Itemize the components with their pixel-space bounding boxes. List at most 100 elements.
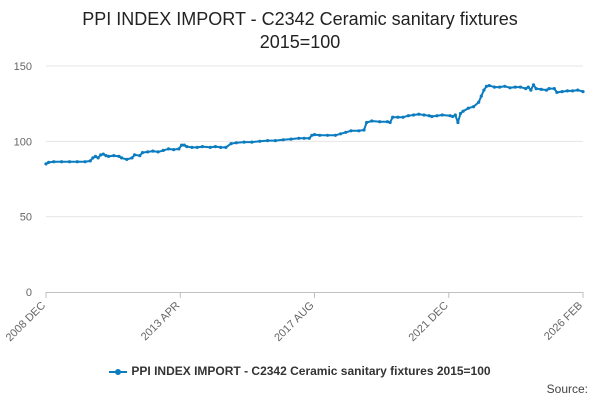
data-point[interactable] bbox=[307, 136, 311, 140]
data-point[interactable] bbox=[458, 111, 463, 116]
data-point[interactable] bbox=[565, 89, 570, 93]
data-point[interactable] bbox=[302, 136, 306, 140]
data-point[interactable] bbox=[250, 140, 254, 144]
data-point[interactable] bbox=[552, 87, 556, 91]
data-point[interactable] bbox=[219, 145, 223, 149]
data-point[interactable] bbox=[258, 139, 262, 143]
data-point[interactable] bbox=[75, 160, 79, 164]
data-point[interactable] bbox=[312, 133, 317, 137]
data-point[interactable] bbox=[333, 133, 337, 137]
data-point[interactable] bbox=[435, 114, 439, 118]
data-point[interactable] bbox=[555, 90, 559, 94]
data-point[interactable] bbox=[370, 119, 374, 123]
data-point[interactable] bbox=[125, 157, 129, 161]
data-point[interactable] bbox=[524, 87, 528, 91]
data-point[interactable] bbox=[224, 145, 228, 149]
data-point[interactable] bbox=[357, 129, 361, 133]
data-point[interactable] bbox=[213, 145, 217, 149]
data-point[interactable] bbox=[242, 140, 246, 144]
data-point[interactable] bbox=[289, 137, 293, 141]
data-point[interactable] bbox=[88, 159, 92, 163]
data-point[interactable] bbox=[576, 88, 580, 92]
data-point[interactable] bbox=[529, 88, 533, 92]
data-point[interactable] bbox=[133, 153, 137, 157]
data-point[interactable] bbox=[508, 86, 512, 90]
data-point[interactable] bbox=[200, 145, 204, 149]
data-point[interactable] bbox=[130, 156, 134, 160]
data-point[interactable] bbox=[526, 85, 530, 89]
data-point[interactable] bbox=[140, 151, 145, 155]
data-point[interactable] bbox=[185, 145, 189, 149]
data-point[interactable] bbox=[91, 156, 95, 160]
data-point[interactable] bbox=[503, 84, 507, 88]
data-point[interactable] bbox=[388, 120, 392, 125]
data-point[interactable] bbox=[544, 88, 549, 92]
data-point[interactable] bbox=[471, 105, 476, 109]
data-point[interactable] bbox=[453, 113, 457, 117]
data-point[interactable] bbox=[412, 113, 416, 117]
data-point[interactable] bbox=[99, 153, 103, 157]
data-point[interactable] bbox=[362, 128, 366, 132]
data-point[interactable] bbox=[581, 90, 585, 94]
data-point[interactable] bbox=[344, 130, 348, 134]
data-point[interactable] bbox=[378, 120, 382, 124]
data-point[interactable] bbox=[195, 145, 199, 149]
data-point[interactable] bbox=[318, 133, 322, 137]
data-point[interactable] bbox=[440, 113, 444, 117]
data-point[interactable] bbox=[151, 149, 155, 153]
data-point[interactable] bbox=[461, 109, 465, 113]
data-point[interactable] bbox=[391, 115, 395, 119]
data-point[interactable] bbox=[44, 162, 48, 166]
data-point[interactable] bbox=[479, 94, 483, 98]
data-point[interactable] bbox=[146, 150, 150, 154]
data-point[interactable] bbox=[427, 114, 431, 118]
data-point[interactable] bbox=[482, 88, 486, 92]
data-point[interactable] bbox=[208, 145, 212, 149]
data-point[interactable] bbox=[451, 114, 455, 119]
data-point[interactable] bbox=[47, 160, 51, 164]
data-point[interactable] bbox=[534, 87, 538, 91]
data-point[interactable] bbox=[166, 147, 171, 151]
data-point[interactable] bbox=[325, 133, 330, 137]
data-point[interactable] bbox=[117, 154, 121, 158]
data-point[interactable] bbox=[190, 145, 194, 149]
data-point[interactable] bbox=[513, 85, 517, 89]
data-point[interactable] bbox=[417, 112, 421, 116]
data-point[interactable] bbox=[406, 114, 410, 118]
data-point[interactable] bbox=[349, 129, 353, 133]
data-point[interactable] bbox=[112, 154, 116, 158]
data-point[interactable] bbox=[518, 85, 523, 89]
data-point[interactable] bbox=[396, 115, 400, 119]
data-point[interactable] bbox=[422, 113, 426, 117]
data-point[interactable] bbox=[477, 100, 481, 104]
data-point[interactable] bbox=[182, 143, 186, 147]
data-point[interactable] bbox=[456, 120, 460, 125]
data-point[interactable] bbox=[107, 154, 111, 158]
data-point[interactable] bbox=[339, 132, 343, 136]
data-point[interactable] bbox=[52, 160, 56, 164]
data-point[interactable] bbox=[498, 85, 502, 89]
data-point[interactable] bbox=[492, 85, 496, 89]
data-point[interactable] bbox=[83, 160, 87, 164]
data-point[interactable] bbox=[571, 89, 575, 93]
data-point[interactable] bbox=[161, 148, 165, 152]
data-point[interactable] bbox=[365, 120, 369, 125]
data-point[interactable] bbox=[297, 136, 301, 140]
data-point[interactable] bbox=[104, 154, 108, 158]
data-point[interactable] bbox=[539, 87, 543, 91]
data-point[interactable] bbox=[156, 150, 160, 154]
data-point[interactable] bbox=[531, 83, 536, 87]
data-point[interactable] bbox=[234, 141, 238, 145]
data-point[interactable] bbox=[273, 139, 277, 143]
data-point[interactable] bbox=[466, 106, 470, 110]
data-point[interactable] bbox=[229, 142, 233, 146]
data-point[interactable] bbox=[96, 156, 100, 160]
data-point[interactable] bbox=[448, 114, 452, 118]
data-point[interactable] bbox=[484, 84, 489, 88]
data-point[interactable] bbox=[310, 133, 314, 137]
data-point[interactable] bbox=[67, 160, 72, 164]
data-point[interactable] bbox=[177, 147, 181, 151]
data-point[interactable] bbox=[138, 154, 142, 158]
data-point[interactable] bbox=[401, 115, 405, 119]
legend[interactable]: PPI INDEX IMPORT - C2342 Ceramic sanitar… bbox=[0, 364, 600, 378]
